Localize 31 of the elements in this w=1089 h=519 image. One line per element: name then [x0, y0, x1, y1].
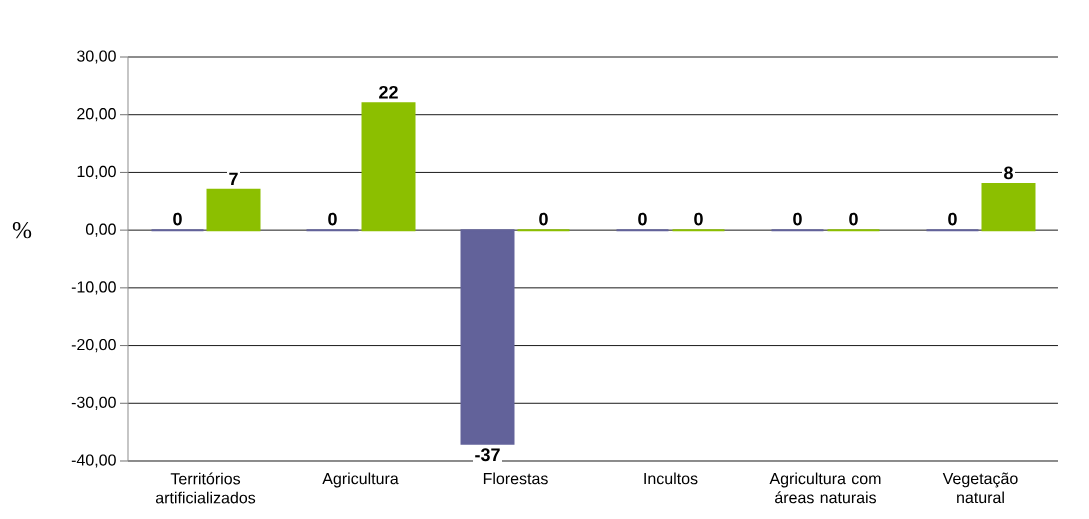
data-label: 8 — [1004, 166, 1013, 180]
x-tick-label: Agricultura com áreas naturais — [769, 472, 881, 504]
data-label: 7 — [229, 172, 238, 186]
y-tick-label: -20,00 — [71, 338, 116, 353]
x-tick-label: Incultos — [644, 472, 698, 485]
data-label: 0 — [849, 212, 858, 226]
y-tick-label: 0,00 — [85, 223, 116, 237]
data-label: 0 — [948, 212, 957, 226]
x-tick-label: Agricultura — [322, 472, 399, 488]
bar — [981, 182, 1036, 232]
data-label: 22 — [379, 85, 398, 99]
y-tick-label: -10,00 — [71, 281, 116, 295]
data-label: 0 — [694, 212, 703, 226]
data-label: 0 — [638, 212, 647, 226]
x-tick-label: Vegetação natural — [942, 472, 1018, 504]
data-label: 0 — [539, 212, 548, 226]
x-tick-label: Florestas — [483, 472, 548, 485]
data-label: 0 — [328, 212, 337, 226]
y-tick-label: -40,00 — [71, 454, 116, 468]
y-tick-label: 30,00 — [77, 50, 116, 64]
data-label: 0 — [173, 212, 182, 226]
data-label: 0 — [793, 212, 802, 226]
y-tick-label: 20,00 — [77, 108, 116, 122]
x-tick-label: Territórios artificializados — [155, 472, 256, 504]
bar — [460, 229, 515, 445]
y-tick-label: 10,00 — [77, 165, 116, 180]
bar — [361, 102, 416, 232]
y-tick-label: -30,00 — [71, 396, 116, 410]
data-label: -37 — [475, 448, 500, 462]
bar — [206, 188, 261, 232]
y-axis-title: % — [12, 222, 32, 239]
